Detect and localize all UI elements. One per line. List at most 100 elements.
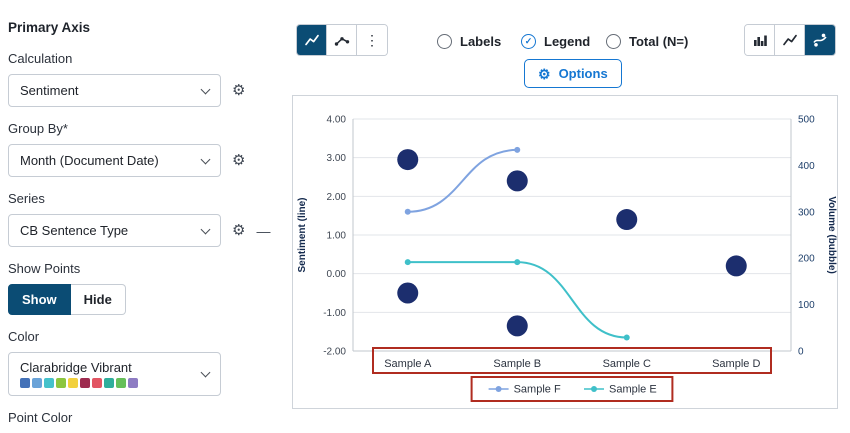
color-palette-content: Clarabridge Vibrant — [20, 360, 138, 388]
combo-chart-type-button[interactable] — [805, 25, 835, 55]
combo-chart-icon — [813, 33, 827, 47]
gear-icon: ⚙ — [538, 65, 551, 82]
show-points-label: Show Points — [8, 261, 81, 276]
color-swatch — [80, 378, 90, 388]
series-row: CB Sentence Type ⚙ — — [8, 214, 290, 247]
options-button[interactable]: ⚙ Options — [524, 59, 622, 88]
line-chart-type-button[interactable] — [297, 25, 327, 55]
radio-circle-icon: ✓ — [606, 34, 621, 49]
chevron-down-icon — [200, 154, 211, 164]
palette-swatches — [20, 378, 138, 388]
calculation-row: Sentiment ⚙ — [8, 74, 290, 107]
chart-legend: Sample F Sample E — [488, 384, 657, 396]
svg-text:Sample B: Sample B — [493, 358, 541, 370]
color-palette-value: Clarabridge Vibrant — [20, 360, 132, 375]
svg-text:500: 500 — [798, 115, 815, 126]
point-color-label: Point Color — [8, 410, 73, 425]
chevron-down-icon — [200, 367, 211, 378]
chevron-down-icon — [200, 84, 211, 94]
color-swatch — [20, 378, 30, 388]
svg-text:0.00: 0.00 — [327, 269, 347, 280]
radio-circle-icon: ✓ — [521, 34, 536, 49]
group-by-row: Month (Document Date) ⚙ — [8, 144, 290, 177]
legend-radio-label: Legend — [544, 34, 591, 49]
show-points-hide-button[interactable]: Hide — [70, 284, 126, 315]
right-axis-title: Volume (bubble) — [826, 196, 837, 274]
radio-circle-icon: ✓ — [437, 34, 452, 49]
bar-chart-icon — [753, 35, 767, 46]
bubble-series — [397, 149, 747, 337]
line-series-sample-e — [404, 259, 630, 341]
svg-text:200: 200 — [798, 254, 815, 265]
color-swatch — [128, 378, 138, 388]
svg-text:1.00: 1.00 — [327, 231, 347, 242]
show-points-toggle: Show Hide — [8, 284, 126, 315]
chart-card: 4.00 3.00 2.00 1.00 0.00 -1.00 -2.00 500 400 300 2… — [292, 95, 838, 409]
check-icon: ✓ — [524, 36, 533, 46]
category-labels: Sample A Sample B Sample C Sample D — [384, 358, 760, 370]
svg-text:Sample C: Sample C — [603, 358, 651, 370]
bar-chart-type-button[interactable] — [745, 25, 775, 55]
color-row: Clarabridge Vibrant — [8, 352, 290, 396]
color-swatch — [68, 378, 78, 388]
line-chart-points-icon — [334, 37, 349, 46]
color-swatch — [92, 378, 102, 388]
series-value: CB Sentence Type — [20, 223, 129, 238]
line-chart-type-button[interactable] — [775, 25, 805, 55]
svg-text:400: 400 — [798, 161, 815, 172]
group-by-label: Group By* — [8, 121, 68, 136]
gridlines — [352, 118, 792, 352]
svg-text:Sample F: Sample F — [514, 384, 561, 396]
bubble — [616, 209, 638, 231]
bubble — [397, 149, 419, 171]
labels-radio[interactable]: ✓ Labels — [437, 34, 502, 49]
color-swatch — [56, 378, 66, 388]
bubble — [397, 282, 419, 304]
group-by-select[interactable]: Month (Document Date) — [8, 144, 221, 177]
group-by-value: Month (Document Date) — [20, 153, 159, 168]
line-chart-icon — [782, 34, 797, 46]
calculation-label: Calculation — [8, 51, 73, 66]
legend-highlight — [470, 376, 674, 402]
show-points-show-button[interactable]: Show — [8, 284, 71, 315]
color-palette-select[interactable]: Clarabridge Vibrant — [8, 352, 221, 396]
secondary-viz-type-group — [744, 24, 836, 56]
svg-text:0: 0 — [798, 347, 804, 358]
group-by-settings-gear-icon[interactable]: ⚙ — [232, 152, 246, 169]
bubble — [506, 315, 528, 337]
svg-text:100: 100 — [798, 300, 815, 311]
color-swatch — [44, 378, 54, 388]
chevron-down-icon — [200, 224, 211, 234]
remove-series-icon[interactable]: — — [256, 222, 271, 239]
svg-text:Sample D: Sample D — [712, 358, 760, 370]
color-label: Color — [8, 329, 40, 344]
svg-text:3.00: 3.00 — [327, 153, 347, 164]
color-swatch — [104, 378, 114, 388]
svg-text:-1.00: -1.00 — [323, 308, 346, 319]
series-label: Series — [8, 191, 45, 206]
calculation-settings-gear-icon[interactable]: ⚙ — [232, 82, 246, 99]
combo-chart[interactable]: 4.00 3.00 2.00 1.00 0.00 -1.00 -2.00 500 400 300 2… — [293, 96, 837, 408]
panel-title: Primary Axis — [8, 20, 91, 35]
axis-tick-labels: 4.00 3.00 2.00 1.00 0.00 -1.00 -2.00 500 400 300 2… — [323, 115, 815, 358]
line-points-chart-type-button[interactable] — [327, 25, 357, 55]
settings-panel: Primary Axis Calculation Sentiment ⚙ Gro… — [0, 0, 290, 433]
x-axis-labels-highlight — [372, 347, 772, 374]
line-chart-icon — [304, 34, 319, 46]
calculation-select[interactable]: Sentiment — [8, 74, 221, 107]
bubble — [725, 255, 747, 277]
svg-text:Sample E: Sample E — [609, 384, 657, 396]
svg-text:300: 300 — [798, 207, 815, 218]
series-settings-gear-icon[interactable]: ⚙ — [232, 222, 246, 239]
bubble — [506, 170, 528, 192]
series-select[interactable]: CB Sentence Type — [8, 214, 221, 247]
color-swatch — [116, 378, 126, 388]
legend-radio[interactable]: ✓ Legend — [521, 34, 591, 49]
total-n-radio-label: Total (N=) — [629, 34, 689, 49]
labels-radio-label: Labels — [460, 34, 502, 49]
svg-text:2.00: 2.00 — [327, 192, 347, 203]
options-button-label: Options — [558, 66, 608, 81]
total-n-radio[interactable]: ✓ Total (N=) — [606, 34, 689, 49]
more-options-menu-button[interactable]: ⋮ — [357, 25, 387, 55]
vertical-ellipsis-icon: ⋮ — [365, 32, 379, 48]
